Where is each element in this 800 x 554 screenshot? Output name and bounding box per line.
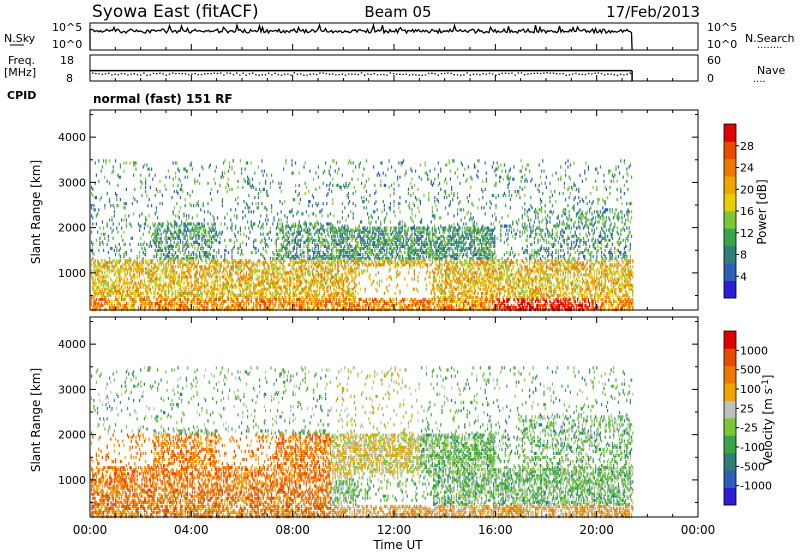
xtick-label: 16:00 bbox=[478, 523, 513, 537]
nsearch-dots: ........ bbox=[757, 40, 782, 51]
power-colorbar-segment bbox=[724, 228, 736, 247]
velocity-colorbar-frame bbox=[723, 330, 737, 506]
freq-ytick-bottom: 8 bbox=[66, 72, 73, 85]
velocity-colorbar-segment bbox=[724, 435, 736, 454]
velocity-ytick-label: 3000 bbox=[58, 383, 86, 396]
velocity-ytick-label: 4000 bbox=[58, 338, 86, 351]
power-cells-3 bbox=[91, 159, 633, 261]
power-colorbar-label-tick: 16 bbox=[740, 205, 754, 218]
cpid-label: CPID bbox=[7, 89, 36, 102]
beam-title: Beam 05 bbox=[364, 3, 431, 21]
nave-dots: .... bbox=[753, 74, 766, 85]
power-cells-6 bbox=[91, 259, 634, 312]
velocity-colorbar-label-tick: 1000 bbox=[740, 344, 768, 357]
velocity-ytick-label: 1000 bbox=[58, 474, 86, 487]
velocity-colorbar-segment bbox=[724, 487, 736, 506]
velocity-ytick-label: 2000 bbox=[58, 429, 86, 442]
velocity-colorbar-segment bbox=[724, 383, 736, 401]
power-colorbar-segment bbox=[724, 245, 736, 264]
power-ytick-label: 2000 bbox=[58, 222, 86, 235]
velocity-cells-7 bbox=[91, 433, 634, 519]
velocity-panel: 1000 2000 3000 4000 Slant Range [km] 1000 50… bbox=[29, 316, 775, 519]
xaxis-label: Time UT bbox=[372, 538, 423, 552]
xtick-label: 00:00 bbox=[681, 523, 716, 537]
power-colorbar-label-tick: 4 bbox=[740, 270, 747, 283]
power-cells-9 bbox=[496, 297, 598, 312]
freq-ytick-top: 18 bbox=[60, 54, 74, 67]
xtick-label: 12:00 bbox=[377, 523, 412, 537]
freq-label: Freq. bbox=[8, 54, 35, 67]
nave-ytick-top: 60 bbox=[707, 54, 721, 67]
velocity-ylabel: Slant Range [km] bbox=[29, 368, 43, 472]
velocity-cells-8 bbox=[91, 433, 331, 519]
velocity-colorbar-label-tick: -500 bbox=[740, 460, 765, 473]
velocity-colorbar-label-tick: -1000 bbox=[740, 480, 772, 493]
power-colorbar-segment bbox=[724, 124, 736, 142]
power-colorbar-segment bbox=[724, 158, 736, 177]
freq-unit-label: [MHz] bbox=[4, 66, 36, 79]
power-ytick-label: 3000 bbox=[58, 176, 86, 189]
velocity-colorbar-segment bbox=[724, 452, 736, 471]
xtick-label: 04:00 bbox=[174, 523, 209, 537]
power-colorbar-label-tick: 28 bbox=[740, 140, 754, 153]
date-title: 17/Feb/2013 bbox=[606, 3, 700, 21]
nsky-ytick-right-bottom: 10^0 bbox=[707, 38, 737, 51]
nave-dots-series bbox=[92, 72, 631, 76]
station-title: Syowa East (fitACF) bbox=[92, 2, 259, 22]
power-colorbar-segment bbox=[724, 141, 736, 160]
power-ytick-label: 4000 bbox=[58, 131, 86, 144]
velocity-colorbar-segment bbox=[724, 418, 736, 436]
nsky-ytick-right-top: 10^5 bbox=[707, 21, 737, 34]
power-cells-4 bbox=[91, 159, 634, 299]
nsky-ytick-bottom: 10^0 bbox=[52, 38, 82, 51]
nsky-label: N.Sky bbox=[4, 32, 36, 45]
velocity-colorbar-label-tick: 500 bbox=[740, 364, 761, 377]
nave-label: Nave bbox=[757, 64, 785, 77]
power-colorbar-segment bbox=[724, 280, 736, 299]
nave-ytick-bottom: 0 bbox=[707, 72, 714, 85]
power-cells-8 bbox=[92, 297, 634, 312]
velocity-colorbar-label-tick: -25 bbox=[740, 422, 758, 435]
velocity-cells-3 bbox=[91, 366, 633, 506]
velocity-colorbar-segment bbox=[724, 348, 736, 367]
power-colorbar-segment bbox=[724, 193, 736, 212]
cpid-text: normal (fast) 151 RF bbox=[93, 92, 233, 106]
velocity-colorbar-label-tick: 25 bbox=[740, 402, 754, 415]
velocity-colorbar-segment bbox=[724, 400, 736, 419]
xtick-label: 00:00 bbox=[73, 523, 108, 537]
velocity-cells-6 bbox=[91, 366, 633, 519]
velocity-colorbar-segment bbox=[724, 365, 736, 384]
nsky-panel: 10^5 10^0 10^5 10^0 bbox=[52, 21, 737, 51]
velocity-colorbar-label-tick: -100 bbox=[740, 441, 765, 454]
power-ytick-label: 1000 bbox=[58, 267, 86, 280]
power-colorbar-label-tick: 24 bbox=[740, 162, 754, 175]
nsearch-label: N.Search bbox=[745, 32, 795, 45]
power-cells-7 bbox=[91, 259, 634, 312]
velocity-colorbar-segment bbox=[724, 470, 736, 488]
power-colorbar-segment bbox=[724, 176, 736, 194]
power-panel: 1000 2000 3000 4000 Slant Range [km] 4 8 12 16… bbox=[29, 109, 769, 312]
time-axis: 00:00 04:00 08:00 12:00 16:00 20:00 00:00 bbox=[73, 44, 716, 537]
power-colorbar-label-tick: 20 bbox=[740, 183, 754, 196]
nsky-line bbox=[89, 22, 633, 51]
power-ylabel: Slant Range [km] bbox=[29, 160, 43, 264]
nsky-ytick-top: 10^5 bbox=[52, 21, 82, 34]
power-colorbar-segment bbox=[724, 263, 736, 281]
xtick-label: 20:00 bbox=[579, 523, 614, 537]
power-colorbar-label-tick: 12 bbox=[740, 227, 754, 240]
velocity-colorbar-label-tick: 100 bbox=[740, 383, 761, 396]
power-colorbar-label: Power [dB] bbox=[755, 179, 769, 244]
xtick-label: 08:00 bbox=[275, 523, 310, 537]
power-colorbar-label-tick: 8 bbox=[740, 249, 747, 262]
power-colorbar-segment bbox=[724, 211, 736, 229]
velocity-colorbar-label: Velocity [m s-1] bbox=[761, 375, 775, 466]
power-cells-2 bbox=[91, 159, 633, 261]
velocity-colorbar-segment bbox=[724, 331, 736, 349]
